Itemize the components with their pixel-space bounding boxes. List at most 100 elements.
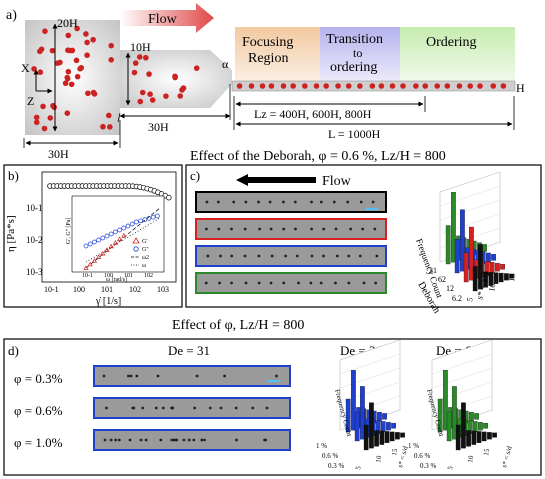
deborah-hist-bar — [463, 252, 469, 283]
particle — [413, 83, 419, 89]
particle-dot — [322, 227, 326, 231]
particle — [41, 125, 48, 132]
g-double-prime-point — [96, 237, 101, 243]
g-prime-point — [87, 261, 93, 267]
particle-dot — [219, 254, 222, 258]
particle-dot — [347, 281, 351, 285]
particle — [83, 31, 89, 37]
g-double-prime-point — [87, 241, 93, 247]
image-strip — [195, 245, 387, 267]
panel-b-label: b) — [8, 168, 19, 183]
particle-dot — [358, 254, 362, 258]
phi-hist-de31-bar — [391, 422, 396, 429]
particle-dot — [195, 374, 199, 378]
particle-dot — [284, 254, 288, 258]
particle — [65, 68, 72, 75]
particle-dot — [269, 281, 273, 285]
particle-dot — [230, 281, 233, 285]
particle — [357, 83, 363, 89]
particle-dot — [156, 374, 160, 378]
particle — [38, 46, 45, 53]
particle — [65, 32, 72, 39]
particle — [444, 83, 451, 89]
inset-plot-area — [71, 195, 165, 273]
image-strip — [93, 429, 291, 451]
particle-dot — [131, 406, 135, 410]
c-de-tick-2: 62 — [438, 275, 446, 284]
panel-c-flow-label: Flow — [322, 174, 352, 189]
particle — [143, 54, 149, 61]
particle — [139, 89, 146, 96]
deborah-hist-bar — [495, 263, 500, 272]
particle — [90, 36, 96, 43]
particle — [172, 74, 178, 81]
legend-g-double-prime: G'' — [142, 247, 149, 253]
phi-hist-de31-bar — [389, 431, 395, 442]
particle-dot — [205, 227, 208, 231]
particle — [42, 28, 48, 35]
particle — [193, 65, 200, 71]
particle — [136, 54, 143, 60]
particle-dot — [361, 227, 365, 231]
particle — [37, 69, 44, 75]
particle — [49, 47, 56, 54]
c-de-tick-1: 31 — [429, 266, 437, 275]
c-de-tick-4: 6.2 — [452, 294, 462, 303]
particle — [345, 83, 352, 89]
deborah-hist-bar — [483, 271, 488, 288]
particle — [131, 69, 138, 76]
particle-dot — [187, 438, 191, 442]
particle — [434, 83, 441, 89]
phi-label-1: φ = 0.3% — [14, 371, 63, 386]
particle-dot — [310, 254, 314, 258]
particle — [47, 115, 54, 121]
viscosity-point — [166, 194, 172, 201]
phi-hist-de31-bar — [345, 398, 351, 433]
particle-dot — [230, 227, 233, 231]
particle — [490, 83, 497, 89]
particle-dot — [103, 438, 107, 442]
particle-dot — [293, 200, 297, 204]
particle — [132, 60, 139, 66]
phi-hist-de31-bar — [354, 411, 360, 442]
x-tick-4: 102 — [129, 285, 141, 294]
phi-hist-de62-bar — [443, 370, 448, 431]
particle-dot — [234, 406, 238, 410]
phi-hist-de62-grid — [431, 367, 493, 389]
particle-dot — [117, 438, 121, 442]
particle-dot — [114, 438, 118, 442]
focusing-label-1: Focusing — [242, 35, 293, 50]
ordering-region — [400, 27, 515, 81]
deborah-hist-bar — [486, 252, 491, 263]
x-tick-3: 101 — [101, 285, 113, 294]
section-deborah-title: Effect of the Deborah, φ = 0.6 %, Lz/H =… — [190, 149, 446, 164]
phi-hist-de31-bar — [386, 422, 391, 431]
particle — [84, 39, 90, 46]
g-prime-point — [121, 232, 127, 238]
phi-label-3: φ = 1.0% — [14, 435, 63, 450]
particle-dot — [159, 438, 163, 442]
g-prime-point — [91, 258, 98, 263]
g-double-prime-point — [113, 229, 118, 235]
panel-a: a) Flow 20H 10H 30H 30H X Z α — [6, 3, 525, 161]
particle-dot — [204, 281, 208, 285]
g-double-prime-point — [138, 218, 143, 224]
particle-dot — [335, 254, 339, 258]
particle-dot — [170, 438, 174, 442]
d1-phi-tick-1: 1 % — [316, 442, 327, 450]
particle — [389, 83, 396, 89]
deborah-hist-grid — [439, 185, 501, 207]
phi-hist-de62-bar — [492, 432, 497, 438]
g-prime-point — [83, 265, 89, 270]
deborah-hist-bar — [454, 238, 460, 274]
particle-dot — [200, 438, 204, 442]
particle — [100, 123, 106, 130]
particle — [64, 110, 71, 116]
particle — [105, 112, 112, 119]
particle-dot — [171, 406, 175, 410]
deborah-hist-bar — [504, 273, 509, 281]
particle-dot — [208, 406, 212, 410]
particle-dot — [154, 406, 158, 410]
alpha-label: α — [222, 57, 229, 71]
g-double-prime-point — [150, 214, 156, 220]
